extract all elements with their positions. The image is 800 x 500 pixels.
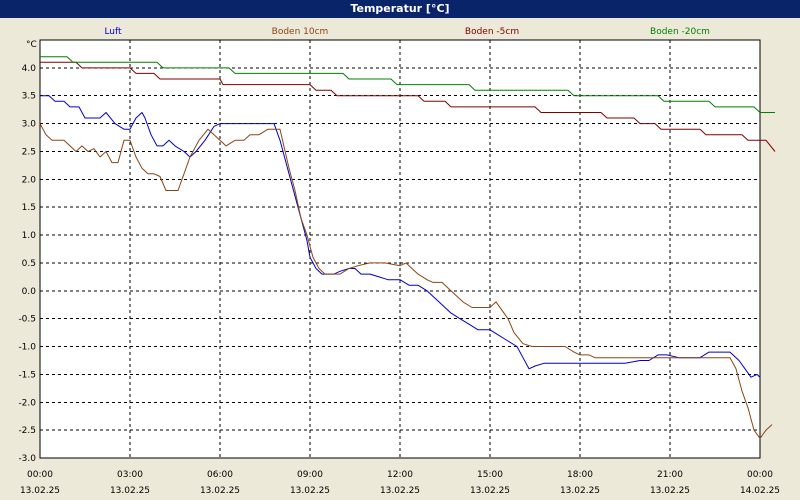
legend-entry: Boden 10cm (272, 27, 329, 37)
x-tick-date-label: 13.02.25 (380, 486, 420, 496)
x-tick-time-label: 00:00 (747, 470, 773, 480)
y-axis: 4.0 3.5 3.0 2.5 2.0 1.5 1.0 0.5 0.0 -0.5 -1.0 -1.5 -… (18, 64, 36, 464)
x-tick-time-label: 03:00 (117, 470, 143, 480)
x-tick-date-label: 13.02.25 (200, 486, 240, 496)
y-tick-label: 1.0 (22, 231, 37, 241)
y-tick-label: 3.5 (22, 92, 36, 102)
x-tick-date-label: 13.02.25 (470, 486, 510, 496)
y-tick-label: 0.5 (22, 259, 36, 269)
series-line-luft (40, 95, 761, 378)
y-axis-unit-label: °C (26, 40, 37, 50)
x-tick-time-label: 15:00 (477, 470, 503, 480)
legend-entry: Boden -20cm (650, 27, 710, 37)
x-tick-time-label: 12:00 (387, 470, 413, 480)
x-tick-date-label: 13.02.25 (20, 486, 60, 496)
y-tick-label: -2.5 (18, 426, 36, 436)
legend-entry: Luft (104, 27, 122, 37)
legend: Luft Boden 10cm Boden -5cm Boden -20cm (104, 27, 710, 37)
y-tick-label: 2.0 (22, 175, 37, 185)
x-tick-date-label: 13.02.25 (290, 486, 330, 496)
y-tick-label: -0.5 (18, 315, 36, 325)
x-tick-date-label: 13.02.25 (110, 486, 150, 496)
series-line-boden-20cm (40, 56, 775, 113)
y-tick-label: 4.0 (22, 64, 37, 74)
grid-lines (40, 40, 760, 459)
x-tick-time-label: 06:00 (207, 470, 233, 480)
y-tick-label: 0.0 (22, 287, 37, 297)
y-tick-label: -1.5 (18, 370, 36, 380)
y-tick-label: 3.0 (22, 120, 37, 130)
x-tick-time-label: 21:00 (657, 470, 683, 480)
series-lines (39, 56, 776, 439)
window-title: Temperatur [°C] (0, 0, 800, 18)
x-tick-date-label: 13.02.25 (560, 486, 600, 496)
y-tick-label: 1.5 (22, 203, 36, 213)
x-tick-date-label: 13.02.25 (650, 486, 690, 496)
x-tick-time-label: 09:00 (297, 470, 323, 480)
x-tick-time-label: 18:00 (567, 470, 593, 480)
legend-entry: Boden -5cm (465, 27, 519, 37)
x-axis: 00:00 13.02.25 03:00 13.02.25 06:00 13.02.25 0… (20, 470, 780, 496)
y-tick-label: -1.0 (18, 343, 36, 353)
x-tick-date-label: 14.02.25 (740, 486, 780, 496)
x-tick-time-label: 00:00 (27, 470, 53, 480)
series-line-boden-5cm (40, 61, 776, 152)
y-tick-label: -3.0 (18, 454, 36, 464)
y-tick-label: 2.5 (22, 147, 36, 157)
y-tick-label: -2.0 (18, 398, 36, 408)
series-line-boden-10cm (39, 123, 773, 439)
